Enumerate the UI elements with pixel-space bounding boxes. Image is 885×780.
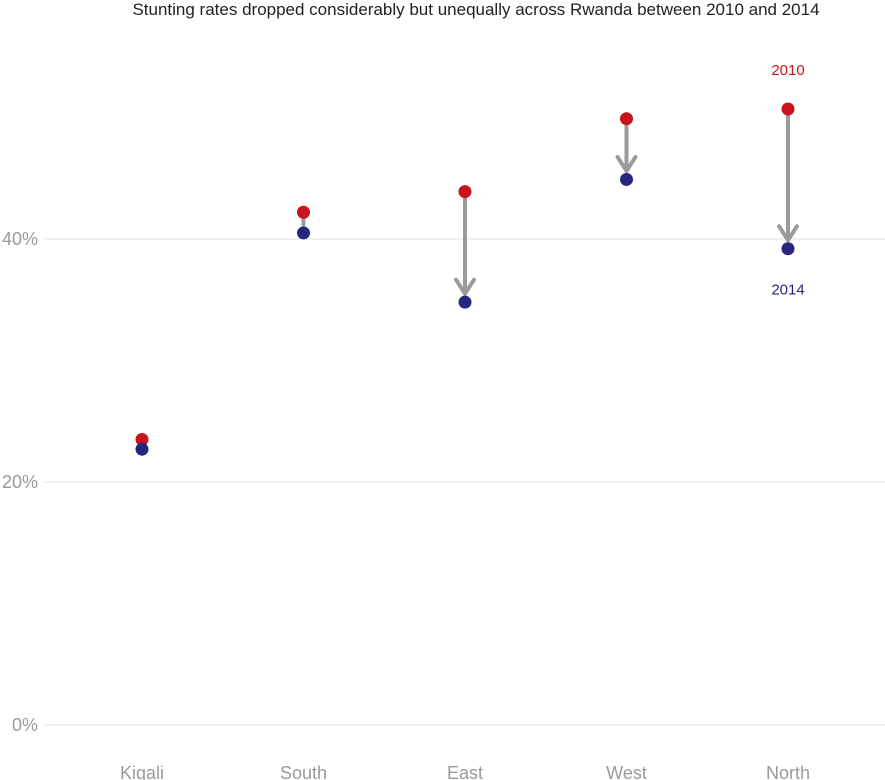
y-tick-label: 0% [12, 715, 38, 735]
point-2014 [781, 242, 795, 256]
y-tick-label: 20% [2, 472, 38, 492]
point-2014 [135, 442, 149, 456]
series-annotations: 2010 2014 [771, 62, 804, 299]
x-category-label: South [280, 763, 327, 780]
change-arrows [301, 113, 799, 296]
arrow-head [454, 277, 476, 296]
x-category-label: Kigali [120, 763, 164, 780]
x-category-label: West [606, 763, 647, 780]
annotation-2014: 2014 [771, 282, 804, 299]
point-2010 [620, 112, 633, 126]
annotation-2010: 2010 [771, 62, 804, 79]
point-2010 [458, 185, 472, 199]
point-2010 [781, 102, 795, 116]
y-tick-label: 40% [2, 229, 38, 249]
point-2014 [620, 172, 633, 186]
arrow-head [777, 224, 799, 243]
point-2014 [458, 295, 472, 309]
arrow-head [615, 154, 638, 173]
point-2014 [297, 226, 310, 240]
x-axis-categories: Kigali South East West North [120, 763, 810, 780]
point-2010 [297, 205, 310, 219]
x-category-label: East [447, 763, 483, 780]
x-category-label: North [766, 763, 810, 780]
gridlines [44, 238, 885, 726]
y-axis-ticks: 0% 20% 40% [2, 229, 38, 735]
point-2010 [135, 432, 149, 446]
chart-title: Stunting rates dropped considerably but … [132, 0, 819, 19]
data-points [135, 102, 795, 456]
